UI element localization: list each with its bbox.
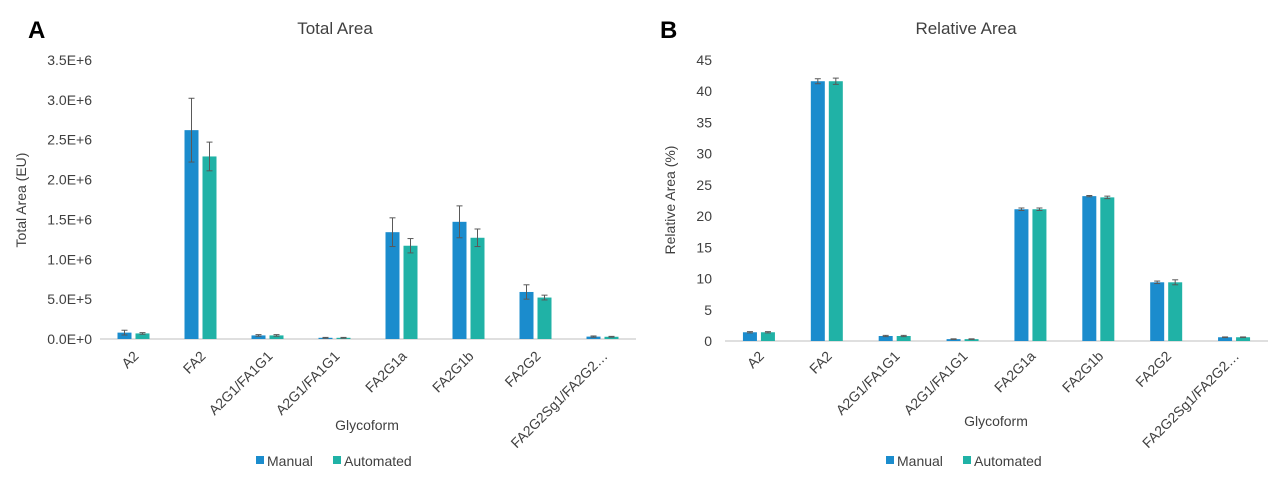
bar-automated (896, 336, 911, 341)
bar-manual (1218, 337, 1233, 341)
y-tick-label: 30 (696, 146, 712, 162)
y-tick-label: 3.5E+6 (47, 52, 92, 68)
chart-panel-a: A Total Area Total Area (EU) Glycoform 0… (13, 17, 636, 469)
bar-automated (135, 333, 150, 339)
legend-swatch-automated (333, 456, 341, 464)
x-tick-label: FA2G2 (1132, 348, 1174, 390)
y-tick-label: 15 (696, 239, 712, 255)
legend-label-automated: Automated (344, 453, 412, 469)
y-tick-label: 5 (704, 302, 712, 318)
x-tick-label: A2 (118, 348, 142, 372)
y-tick-label: 1.0E+6 (47, 251, 92, 267)
y-tick-label: 2.0E+6 (47, 172, 92, 188)
bar-manual (519, 291, 534, 339)
y-axis-label-b: Relative Area (%) (662, 146, 678, 255)
legend-label-manual: Manual (267, 453, 313, 469)
legend-swatch-manual (886, 456, 894, 464)
x-tick-label: A2G1/FA1G1 (205, 348, 275, 418)
y-tick-label: 0 (704, 333, 712, 349)
y-tick-label: 3.0E+6 (47, 92, 92, 108)
x-tick-label: FA2 (180, 348, 209, 377)
bar-manual (1150, 282, 1165, 341)
bar-automated (537, 297, 552, 339)
y-tick-label: 45 (696, 52, 712, 68)
x-tick-label: A2G1/FA1G1 (900, 348, 970, 418)
bar-automated (403, 245, 418, 339)
bar-manual (117, 332, 132, 339)
x-tick-label: FA2 (806, 348, 835, 377)
y-tick-label: 0.0E+0 (47, 331, 92, 347)
bar-manual (251, 335, 266, 339)
panel-letter-a: A (28, 17, 45, 44)
legend-label-automated: Automated (974, 453, 1042, 469)
bar-manual (878, 336, 893, 341)
bar-automated (760, 332, 775, 341)
x-axis-label-b: Glycoform (964, 413, 1028, 429)
bar-manual (184, 130, 199, 339)
chart-title-a: Total Area (297, 19, 373, 38)
x-tick-label: A2 (744, 348, 768, 372)
bar-automated (470, 237, 485, 339)
chart-panel-b: B Relative Area Relative Area (%) Glycof… (660, 17, 1268, 469)
chart-title-b: Relative Area (915, 19, 1017, 38)
legend-swatch-manual (256, 456, 264, 464)
bar-manual (452, 221, 467, 339)
bar-automated (604, 336, 619, 339)
x-tick-label: FA2G1b (1059, 348, 1107, 396)
bar-automated (828, 81, 843, 341)
bar-manual (742, 332, 757, 341)
bar-manual (1014, 209, 1029, 341)
x-tick-label: A2G1/FA1G1 (272, 348, 342, 418)
legend-swatch-automated (963, 456, 971, 464)
x-tick-label: FA2G2 (501, 348, 543, 390)
bar-automated (1236, 337, 1251, 341)
plot-area-a: 0.0E+0 5.0E+5 1.0E+6 1.5E+6 2.0E+6 2.5E+6 3.0E… (47, 52, 636, 451)
bar-automated (202, 156, 217, 339)
x-tick-label: FA2G1b (429, 348, 477, 396)
x-tick-label: FA2G1a (362, 348, 410, 396)
legend-a: Manual Automated (256, 453, 412, 469)
bar-automated (1168, 282, 1183, 341)
bar-manual (810, 81, 825, 341)
x-tick-label: FA2G1a (991, 348, 1039, 396)
panel-letter-b: B (660, 17, 677, 44)
x-axis-label-a: Glycoform (335, 417, 399, 433)
y-axis-label-a: Total Area (EU) (13, 153, 29, 248)
bar-manual (586, 336, 601, 339)
bar-manual (1082, 196, 1097, 341)
bar-automated (1032, 209, 1047, 341)
bar-manual (385, 232, 400, 339)
bar-automated (964, 339, 979, 341)
bar-automated (269, 335, 284, 339)
y-tick-label: 2.5E+6 (47, 132, 92, 148)
bar-automated (1100, 197, 1115, 341)
y-tick-label: 10 (696, 271, 712, 287)
y-tick-label: 20 (696, 208, 712, 224)
bar-manual (946, 339, 961, 341)
legend-b: Manual Automated (886, 453, 1042, 469)
y-tick-label: 1.5E+6 (47, 211, 92, 227)
y-tick-label: 40 (696, 83, 712, 99)
x-tick-label: A2G1/FA1G1 (833, 348, 903, 418)
y-tick-label: 5.0E+5 (47, 291, 92, 307)
legend-label-manual: Manual (897, 453, 943, 469)
y-tick-label: 35 (696, 114, 712, 130)
y-tick-label: 25 (696, 177, 712, 193)
